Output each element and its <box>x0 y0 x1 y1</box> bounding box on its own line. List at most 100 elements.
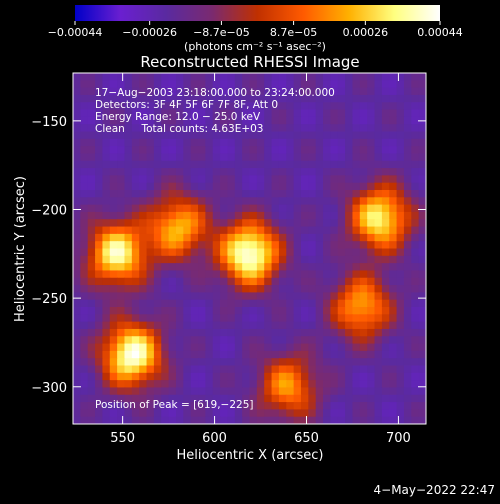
heatmap-cell <box>374 263 383 272</box>
heatmap-cell <box>87 328 96 337</box>
heatmap-cell <box>411 285 420 293</box>
heatmap-cell <box>234 343 243 352</box>
heatmap-cell <box>286 314 295 323</box>
heatmap-cell <box>323 168 331 176</box>
heatmap-cell <box>227 277 236 286</box>
heatmap-cell <box>87 255 96 264</box>
heatmap-cell <box>345 102 354 111</box>
heatmap-cell <box>183 365 192 374</box>
heatmap-cell <box>161 292 170 301</box>
heatmap-cell <box>175 175 184 184</box>
heatmap-cell <box>146 168 155 176</box>
heatmap-cell <box>403 321 412 330</box>
heatmap-cell <box>95 263 104 272</box>
heatmap-cell <box>293 358 302 367</box>
heatmap-cell <box>315 402 324 410</box>
heatmap-cell <box>227 307 236 315</box>
heatmap-cell <box>153 409 162 418</box>
heatmap-cell <box>139 314 148 323</box>
heatmap-cell <box>109 241 118 250</box>
heatmap-cell <box>205 277 214 286</box>
heatmap-cell <box>278 146 287 155</box>
heatmap-cell <box>190 94 199 103</box>
heatmap-cell <box>359 102 368 111</box>
heatmap-cell <box>249 131 258 140</box>
heatmap-cell <box>271 299 280 308</box>
heatmap-cell <box>367 336 376 345</box>
heatmap-cell <box>286 270 295 279</box>
heatmap-cell <box>264 350 273 359</box>
heatmap-cell <box>271 314 280 323</box>
heatmap-cell <box>73 80 81 89</box>
heatmap-cell <box>359 175 368 184</box>
heatmap-cell <box>139 402 148 410</box>
heatmap-cell <box>271 416 280 424</box>
heatmap-cell <box>345 226 354 235</box>
heatmap-cell <box>227 73 236 81</box>
heatmap-cell <box>212 255 221 264</box>
heatmap-cell <box>242 146 251 155</box>
heatmap-cell <box>418 168 426 176</box>
heatmap-cell <box>205 270 214 279</box>
heatmap-cell <box>396 175 405 184</box>
heatmap-cell <box>102 109 111 118</box>
heatmap-cell <box>124 160 133 169</box>
heatmap-cell <box>330 328 339 337</box>
heatmap-cell <box>153 131 162 140</box>
heatmap-cell <box>198 416 206 424</box>
heatmap-cell <box>271 226 280 235</box>
heatmap-cell <box>293 394 302 403</box>
heatmap-cell <box>256 241 265 250</box>
heatmap-cell <box>80 350 89 359</box>
heatmap-cell <box>256 372 265 381</box>
heatmap-cell <box>205 380 214 389</box>
heatmap-cell <box>227 285 236 293</box>
heatmap-cell <box>102 153 111 162</box>
heatmap-cell <box>345 372 354 381</box>
heatmap-cell <box>315 255 324 264</box>
heatmap-cell <box>227 102 236 111</box>
heatmap-cell <box>330 138 339 147</box>
heatmap-cell <box>389 175 398 184</box>
heatmap-cell <box>418 138 426 147</box>
heatmap-cell <box>153 226 162 235</box>
heatmap-cell <box>389 153 398 162</box>
heatmap-cell <box>73 292 81 301</box>
heatmap-cell <box>73 219 81 228</box>
heatmap-cell <box>308 380 317 389</box>
heatmap-cell <box>286 80 295 89</box>
heatmap-cell <box>168 233 177 242</box>
heatmap-cell <box>308 277 317 286</box>
heatmap-cell <box>220 292 229 301</box>
heatmap-cell <box>131 314 140 323</box>
heatmap-cell <box>242 263 251 272</box>
heatmap-cell <box>396 336 405 345</box>
heatmap-cell <box>418 292 426 301</box>
heatmap-cell <box>87 138 96 147</box>
heatmap-cell <box>109 321 118 330</box>
heatmap-cell <box>315 314 324 323</box>
heatmap-cell <box>315 233 324 242</box>
heatmap-cell <box>168 321 177 330</box>
heatmap-cell <box>220 138 229 147</box>
heatmap-cell <box>315 197 324 206</box>
heatmap-cell <box>212 402 221 410</box>
heatmap-cell <box>87 394 96 403</box>
heatmap-cell <box>139 190 148 198</box>
heatmap-cell <box>359 116 368 125</box>
heatmap-cell <box>146 358 155 367</box>
heatmap-cell <box>323 87 331 96</box>
heatmap-cell <box>183 372 192 381</box>
heatmap-cell <box>131 168 140 176</box>
heatmap-cell <box>139 328 148 337</box>
heatmap-cell <box>212 168 221 176</box>
heatmap-cell <box>249 153 258 162</box>
heatmap-cell <box>352 277 361 286</box>
heatmap-cell <box>80 116 89 125</box>
heatmap-cell <box>73 350 81 359</box>
heatmap-cell <box>300 175 309 184</box>
heatmap-cell <box>300 109 309 118</box>
heatmap-cell <box>345 116 354 125</box>
heatmap-cell <box>367 80 376 89</box>
heatmap-cell <box>396 255 405 264</box>
